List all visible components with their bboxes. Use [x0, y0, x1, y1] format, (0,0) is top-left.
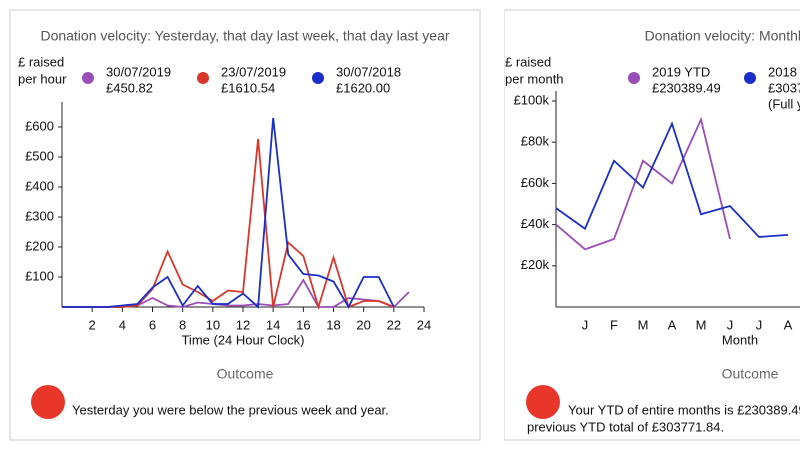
y-tick-label: £200: [25, 238, 54, 253]
outcome-text: previous YTD total of £303771.84.: [527, 419, 724, 434]
y-tick-label: £500: [25, 148, 54, 163]
x-tick-label: 6: [149, 317, 156, 332]
y-axis-label: per month: [505, 71, 564, 86]
legend-marker: [628, 72, 640, 84]
series-line: [555, 116, 731, 251]
y-tick-label: £60k: [521, 175, 550, 190]
legend-label: 2018: [768, 64, 797, 79]
x-tick-label: 24: [417, 317, 431, 332]
x-tick-label: M: [696, 317, 707, 332]
legend-value: £1620.00: [336, 80, 390, 95]
chart-title: Donation velocity: Monthly current: [645, 28, 800, 44]
x-tick-label: A: [784, 317, 793, 332]
outcome-indicator: [526, 385, 560, 419]
legend-value: £1610.54: [221, 80, 275, 95]
x-axis-label: Month: [722, 332, 758, 347]
outcome-heading: Outcome: [217, 366, 274, 382]
y-tick-label: £600: [25, 118, 54, 133]
x-tick-label: 20: [356, 317, 370, 332]
y-tick-label: £20k: [521, 257, 550, 272]
y-tick-label: £40k: [521, 216, 550, 231]
x-tick-label: 18: [326, 317, 340, 332]
y-axis-label: £ raised: [18, 54, 64, 69]
chart-title: Donation velocity: Yesterday, that day l…: [40, 28, 449, 44]
x-tick-label: 16: [296, 317, 310, 332]
x-tick-label: 12: [236, 317, 250, 332]
outcome-heading: Outcome: [722, 366, 779, 382]
legend-label: 30/07/2019: [106, 64, 171, 79]
x-tick-label: 8: [179, 317, 186, 332]
x-axis-label: Time (24 Hour Clock): [181, 332, 304, 347]
y-tick-label: £80k: [521, 134, 550, 149]
x-tick-label: 4: [119, 317, 126, 332]
legend-label: 2019 YTD: [652, 64, 710, 79]
y-axis-label: per hour: [18, 71, 67, 86]
x-tick-label: F: [610, 317, 618, 332]
panel: Donation velocity: Monthly current £ rais…: [504, 9, 800, 441]
legend-marker: [312, 72, 324, 84]
legend-value: £303771.84: [768, 80, 800, 95]
y-axis-label: £ raised: [505, 54, 551, 69]
x-tick-label: J: [582, 317, 589, 332]
x-tick-label: 2: [89, 317, 96, 332]
legend-note: (Full year): [768, 96, 800, 111]
series-line: [555, 121, 789, 238]
legend-marker: [82, 72, 94, 84]
x-tick-label: 14: [266, 317, 280, 332]
x-tick-label: 22: [387, 317, 401, 332]
series-line: [62, 117, 395, 309]
x-tick-label: J: [727, 317, 734, 332]
legend-value: £230389.49: [652, 80, 721, 95]
legend-marker: [197, 72, 209, 84]
outcome-indicator: [31, 385, 65, 419]
x-tick-label: 10: [206, 317, 220, 332]
legend-value: £450.82: [106, 80, 153, 95]
panel: Donation velocity: Yesterday, that day l…: [9, 9, 481, 441]
outcome-text: Yesterday you were below the previous we…: [72, 402, 389, 417]
series-line: [62, 138, 395, 311]
legend-label: 30/07/2018: [336, 64, 401, 79]
x-tick-label: J: [756, 317, 763, 332]
y-tick-label: £100k: [514, 92, 550, 107]
y-tick-label: £300: [25, 208, 54, 223]
y-tick-label: £100: [25, 268, 54, 283]
x-tick-label: M: [638, 317, 649, 332]
legend-marker: [744, 72, 756, 84]
x-tick-label: A: [668, 317, 677, 332]
legend-label: 23/07/2019: [221, 64, 286, 79]
y-tick-label: £400: [25, 178, 54, 193]
outcome-text: Your YTD of entire months is £230389.49: [568, 402, 800, 417]
